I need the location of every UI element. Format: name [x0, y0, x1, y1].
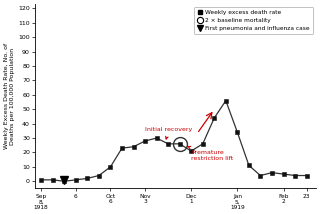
Y-axis label: Weekly Excess Death Rate, No. of
Deaths per 100,000 Population: Weekly Excess Death Rate, No. of Deaths …: [4, 43, 15, 149]
Text: Initial recovery: Initial recovery: [145, 127, 192, 139]
Legend: Weekly excess death rate, 2 × baseline mortality, First pneumonia and influenza : Weekly excess death rate, 2 × baseline m…: [194, 7, 313, 34]
Text: Premature
restriction lift: Premature restriction lift: [188, 146, 233, 161]
